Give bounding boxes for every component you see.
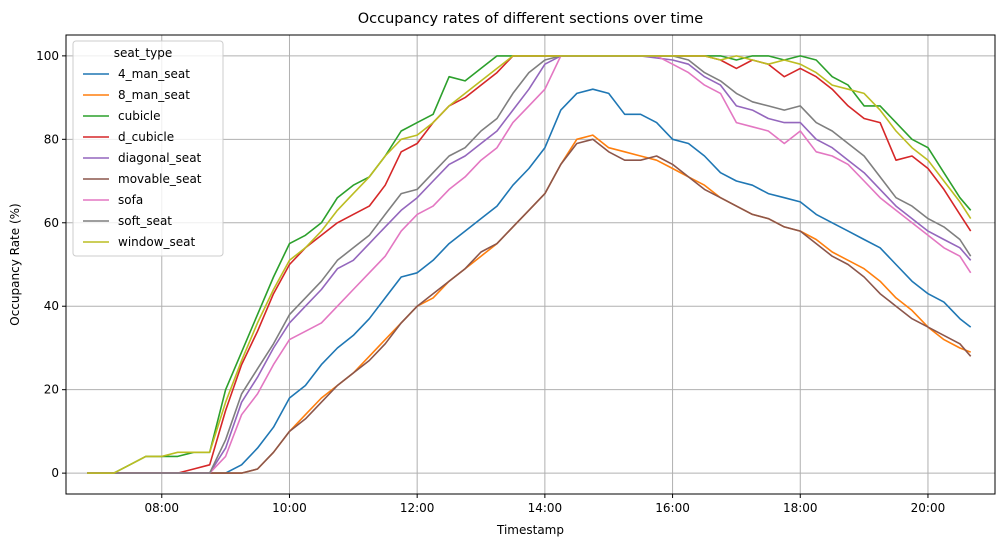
series-lines (87, 55, 972, 474)
x-axis-label: Timestamp (496, 523, 564, 537)
legend-label-4_man_seat: 4_man_seat (118, 67, 190, 81)
y-tick-label: 100 (36, 49, 59, 63)
y-axis-label: Occupancy Rate (%) (8, 203, 22, 325)
series-line-sofa (87, 55, 972, 474)
x-tick-label: 08:00 (144, 501, 179, 515)
y-tick-label: 20 (44, 383, 59, 397)
y-tick-label: 60 (44, 216, 59, 230)
legend-label-8_man_seat: 8_man_seat (118, 88, 190, 102)
series-line-8_man_seat (87, 134, 971, 474)
x-tick-label: 16:00 (655, 501, 690, 515)
legend-label-d_cubicle: d_cubicle (118, 130, 174, 144)
x-tick-label: 10:00 (272, 501, 307, 515)
legend-label-sofa: sofa (118, 193, 143, 207)
legend-box (72, 40, 224, 257)
series-line-diagonal_seat (87, 55, 972, 474)
series-line-d_cubicle (87, 55, 972, 474)
x-tick-label: 18:00 (783, 501, 818, 515)
y-tick-label: 80 (44, 132, 59, 146)
axis-ticks: 08:00 10:00 12:00 14:00 16:00 18:00 20:00 0 20 40… (36, 49, 945, 515)
legend-label-soft_seat: soft_seat (118, 214, 172, 228)
series-line-window_seat (87, 55, 972, 474)
y-tick-label: 40 (44, 299, 59, 313)
series-line-4_man_seat (87, 88, 972, 474)
y-tick-label: 0 (51, 466, 59, 480)
series-line-cubicle (87, 55, 972, 474)
x-tick-label: 14:00 (528, 501, 563, 515)
chart-title: Occupancy rates of different sections ov… (358, 11, 704, 27)
legend-title: seat_type (114, 46, 173, 60)
plot-frame (65, 34, 996, 495)
series-line-soft_seat (87, 55, 972, 474)
legend-label-cubicle: cubicle (118, 109, 160, 123)
legend-label-window_seat: window_seat (118, 235, 196, 249)
legend-label-diagonal_seat: diagonal_seat (118, 151, 202, 165)
x-tick-label: 20:00 (911, 501, 946, 515)
x-tick-label: 12:00 (400, 501, 435, 515)
legend-label-movable_seat: movable_seat (118, 172, 202, 186)
series-line-movable_seat (87, 138, 972, 474)
